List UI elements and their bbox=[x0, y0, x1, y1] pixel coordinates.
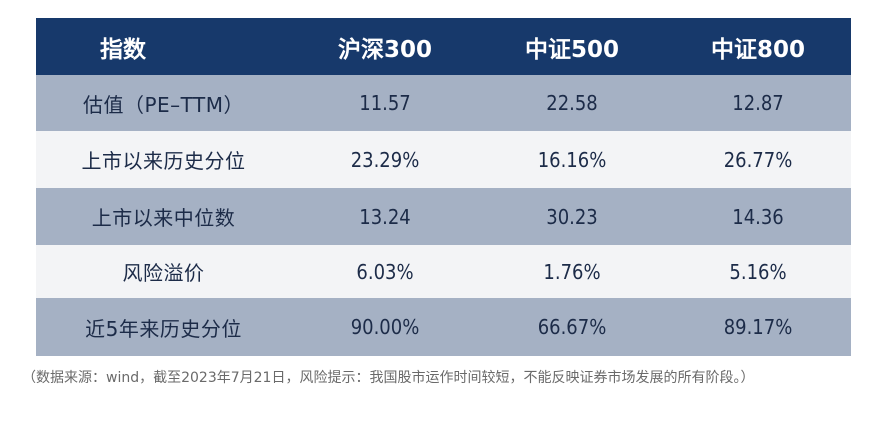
source-note: （数据来源：wind，截至2023年7月21日，风险提示：我国股市运作时间较短，… bbox=[22, 370, 755, 386]
header-cell-hs300: 沪深300 bbox=[337, 36, 432, 63]
table-cell: 12.87 bbox=[732, 91, 784, 115]
row-label: 上市以来中位数 bbox=[91, 206, 236, 230]
table-cell: 23.29% bbox=[350, 147, 420, 172]
header-cell-index: 指数 bbox=[100, 36, 146, 63]
table-cell: 89.17% bbox=[723, 315, 793, 339]
table-row: 近5年来历史分位 90.00% 66.67% 89.17% bbox=[36, 298, 851, 356]
table-cell: 13.24 bbox=[359, 204, 411, 229]
table-cell: 30.23 bbox=[546, 204, 598, 229]
table-cell: 6.03% bbox=[356, 259, 414, 284]
row-label: 近5年来历史分位 bbox=[85, 316, 242, 341]
table-cell: 5.16% bbox=[729, 259, 787, 284]
table-cell: 11.57 bbox=[359, 91, 411, 115]
row-label: 上市以来历史分位 bbox=[81, 149, 246, 173]
table-row: 估值（PE–TTM） 11.57 22.58 12.87 bbox=[36, 75, 851, 131]
table-header-row: 指数 沪深300 中证500 中证800 bbox=[36, 18, 851, 75]
row-label: 风险溢价 bbox=[122, 261, 205, 285]
table-row: 风险溢价 6.03% 1.76% 5.16% bbox=[36, 245, 851, 298]
table-row: 上市以来历史分位 23.29% 16.16% 26.77% bbox=[36, 131, 851, 188]
table-cell: 66.67% bbox=[537, 315, 607, 339]
table-cell: 14.36 bbox=[732, 204, 784, 229]
row-label: 估值（PE–TTM） bbox=[82, 92, 245, 117]
table-row: 上市以来中位数 13.24 30.23 14.36 bbox=[36, 188, 851, 245]
table-cell: 26.77% bbox=[723, 147, 793, 172]
table-cell: 16.16% bbox=[537, 147, 607, 172]
table-cell: 22.58 bbox=[546, 91, 598, 115]
table-cell: 90.00% bbox=[350, 315, 420, 339]
header-cell-zz800: 中证800 bbox=[710, 36, 805, 63]
header-cell-zz500: 中证500 bbox=[524, 36, 619, 63]
table-cell: 1.76% bbox=[543, 259, 601, 284]
index-valuation-table: 指数 沪深300 中证500 中证800 估值（PE–TTM） 11.57 22… bbox=[36, 18, 851, 356]
